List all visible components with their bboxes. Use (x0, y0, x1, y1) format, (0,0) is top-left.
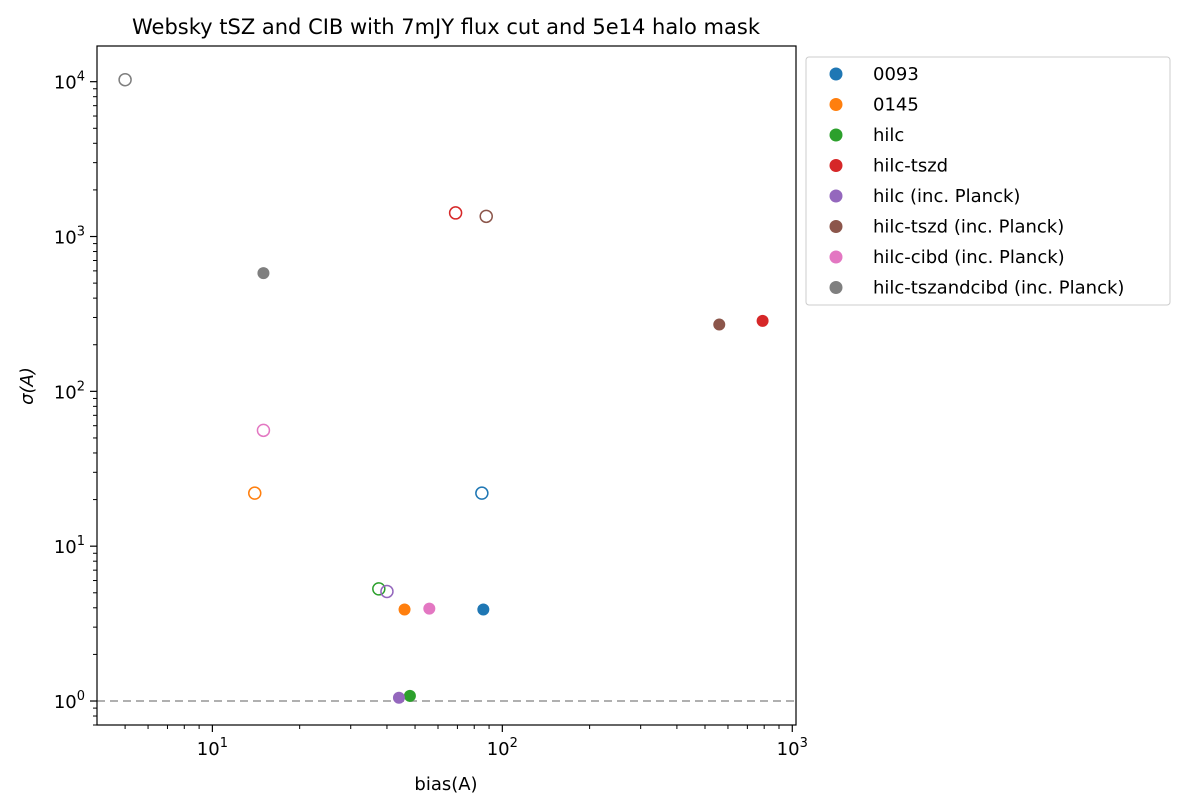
y-tick-exponent: 1 (77, 534, 85, 549)
filled-point-0145 (398, 603, 411, 616)
x-tick-label: 103 (777, 736, 808, 760)
legend-marker (829, 98, 843, 111)
chart-title: Websky tSZ and CIB with 7mJY flux cut an… (132, 15, 761, 39)
filled-point-hilc (403, 689, 416, 702)
legend-marker (829, 67, 843, 81)
legend-label: hilc-tszandcibd (inc. Planck) (873, 278, 1124, 299)
hollow-point-hilc-tszd-inc-planck (479, 209, 493, 224)
y-tick-base: 10 (54, 382, 77, 403)
y-tick-exponent: 2 (77, 379, 85, 394)
x-tick-base: 10 (487, 739, 510, 760)
hollow-point-0093 (475, 486, 489, 500)
legend-label: hilc-cibd (inc. Planck) (873, 247, 1065, 268)
legend-label: hilc-tszd (873, 156, 948, 177)
y-tick-label: 103 (54, 225, 85, 249)
legend-label: 0145 (873, 95, 919, 116)
legend-marker (829, 189, 843, 203)
x-tick-base: 10 (777, 739, 800, 760)
x-tick-exponent: 2 (510, 736, 518, 751)
filled-point-hilc-cibd-inc-planck (423, 602, 436, 615)
y-tick-label: 102 (54, 379, 85, 403)
plot-frame (96, 45, 797, 726)
y-tick-label: 104 (54, 70, 85, 94)
y-tick-base: 10 (54, 692, 77, 713)
legend-entries: 0093 0145 hilc hilc-tszd hilc (inc. Planck) h… (829, 64, 1124, 299)
legend-box (805, 56, 1171, 306)
legend-marker (829, 128, 843, 142)
x-tick-exponent: 3 (800, 736, 808, 751)
legend-marker (829, 159, 843, 172)
y-axis-label: σ(A) (17, 367, 38, 405)
hollow-point-hilc-inc-planck (380, 584, 394, 599)
y-tick-base: 10 (54, 228, 77, 249)
x-tick-base: 10 (197, 739, 220, 760)
y-tick-label: 100 (54, 689, 85, 713)
legend-marker (829, 250, 843, 264)
filled-point-hilc-tszd (756, 314, 769, 327)
y-tick-exponent: 0 (77, 689, 85, 704)
hollow-point-hilc-tszandcibd-inc-planck (118, 72, 132, 87)
legend-label: hilc (873, 125, 904, 146)
hollow-point-0145 (248, 486, 262, 500)
x-axis: 101 102 103 (124, 725, 808, 760)
y-tick-label: 101 (54, 534, 85, 558)
y-tick-base: 10 (54, 73, 77, 94)
legend-marker (829, 220, 843, 233)
plot-area (97, 72, 796, 704)
hollow-point-hilc (372, 582, 386, 596)
filled-point-hilc-inc-planck (392, 691, 405, 704)
y-tick-exponent: 3 (77, 225, 85, 240)
x-tick-label: 102 (487, 736, 518, 760)
filled-point-0093 (477, 603, 490, 616)
hollow-point-hilc-tszd (448, 206, 463, 220)
legend-label: hilc (inc. Planck) (873, 186, 1020, 207)
x-tick-label: 101 (197, 736, 228, 760)
x-axis-label: bias(A) (414, 774, 477, 795)
legend-label: 0093 (873, 64, 919, 85)
legend: 0093 0145 hilc hilc-tszd hilc (inc. Planck) h… (805, 56, 1171, 306)
y-tick-exponent: 4 (77, 70, 85, 85)
legend-marker (829, 281, 843, 294)
x-tick-exponent: 1 (220, 736, 228, 751)
hollow-point-hilc-cibd-inc-planck (256, 423, 271, 438)
filled-point-hilc-tszandcibd-inc-planck (257, 267, 270, 280)
legend-label: hilc-tszd (inc. Planck) (873, 217, 1064, 238)
y-tick-base: 10 (54, 537, 77, 558)
filled-point-hilc-tszd-inc-planck (713, 318, 726, 331)
